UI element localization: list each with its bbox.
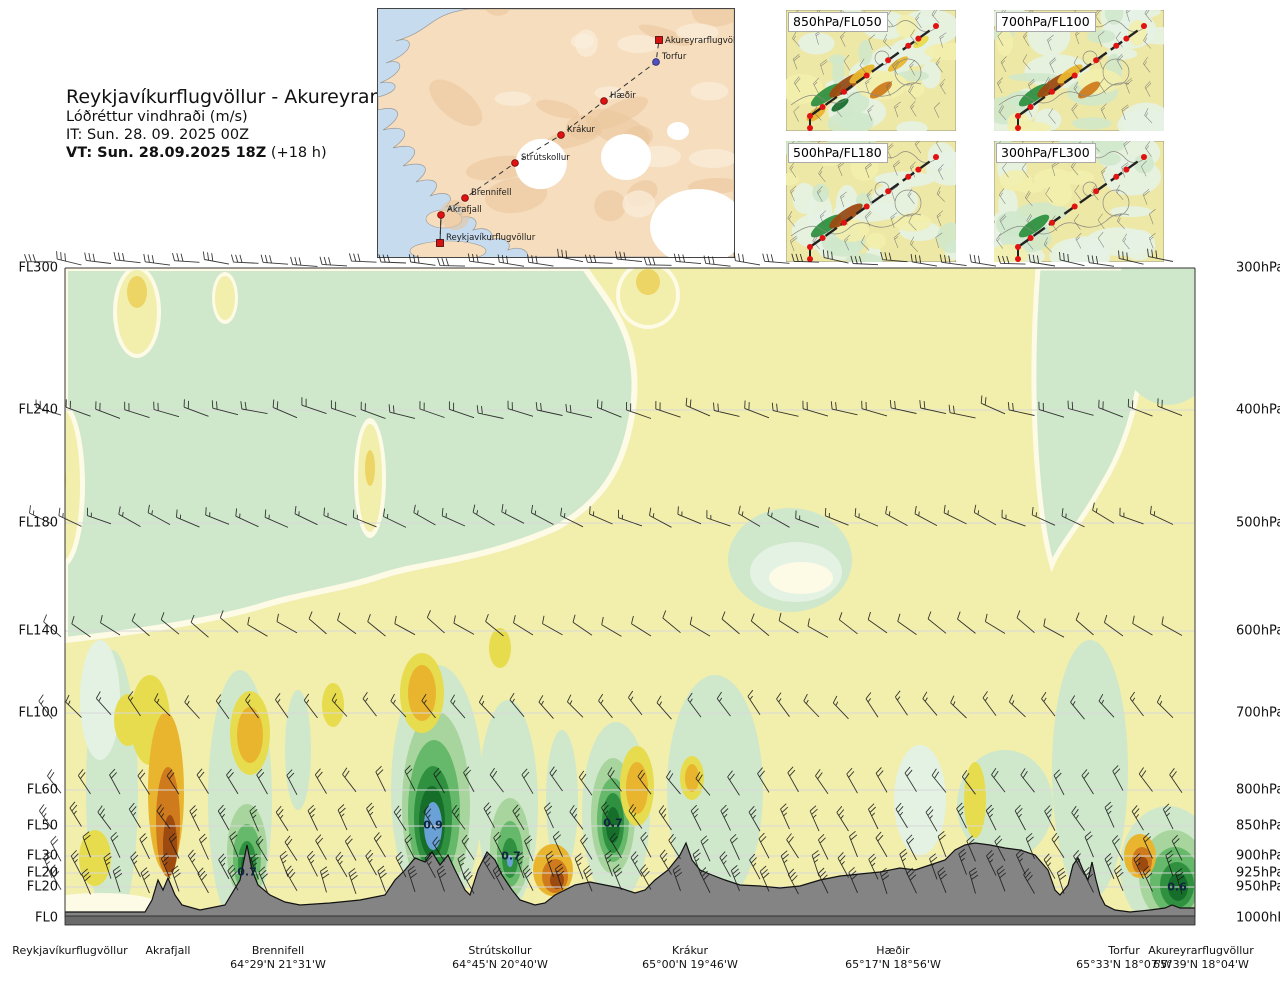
waypoint-label: Strútskollur	[521, 153, 570, 163]
waypoint-marker	[436, 239, 444, 247]
wind-speed-max-label: 0.6	[1167, 880, 1187, 894]
wind-speed-max-label: 0.7	[603, 816, 623, 830]
valid-time: VT: Sun. 28.09.2025 18Z (+18 h)	[66, 144, 467, 162]
waypoint-label: Brennifell	[471, 188, 511, 198]
station-coordinates: 65°33'N 18°07'W	[1076, 958, 1172, 971]
waypoint-label: Akrafjall	[447, 205, 482, 215]
waypoint-label: Krákur	[567, 125, 595, 135]
station-name: Strútskollur	[468, 944, 532, 957]
flight-level-label: FL20	[26, 879, 58, 895]
pressure-panel-700hpa: 700hPa/FL100	[994, 10, 1164, 131]
waypoint-marker	[511, 159, 519, 167]
waypoint-label: Akureyrarflugvöllur	[665, 36, 734, 46]
flight-level-label: FL20	[26, 865, 58, 881]
waypoint-label: Torfur	[661, 52, 687, 62]
station-coordinates: 64°45'N 20°40'W	[452, 958, 548, 971]
station-name: Hæðir	[876, 944, 910, 957]
subtitle: Lóðréttur vindhraði (m/s)	[66, 109, 248, 125]
waypoint-marker	[652, 58, 660, 66]
pressure-label: 950hPa	[1236, 879, 1280, 895]
pressure-label: 500hPa	[1236, 515, 1280, 531]
pressure-label: 300hPa	[1236, 260, 1280, 276]
station-name: Torfur	[1108, 944, 1140, 957]
pressure-label: 700hPa	[1236, 705, 1280, 721]
header: Reykjavíkurflugvöllur - Akureyrarflugvöl…	[66, 86, 467, 162]
waypoint-label: Hæðir	[610, 91, 636, 101]
flight-level-label: FL30	[26, 848, 58, 864]
pressure-label: 1000hPa	[1236, 910, 1280, 926]
waypoint-marker	[461, 194, 469, 202]
pressure-label: 850hPa	[1236, 818, 1280, 834]
panel-label-300: 300hPa/FL300	[996, 143, 1096, 163]
pressure-label: 400hPa	[1236, 402, 1280, 418]
pressure-label: 900hPa	[1236, 848, 1280, 864]
waypoint-marker	[557, 131, 565, 139]
waypoint-label: Reykjavíkurflugvöllur	[446, 233, 536, 243]
station-coordinates: 65°17'N 18°56'W	[845, 958, 941, 971]
station-coordinates: 64°29'N 21°31'W	[230, 958, 326, 971]
valid-time-bold: VT: Sun. 28.09.2025 18Z	[66, 145, 267, 161]
pressure-panel-500hpa: 500hPa/FL180	[786, 141, 956, 262]
station-name: Krákur	[671, 944, 709, 957]
panel-label-850: 850hPa/FL050	[788, 12, 888, 32]
panel-label-500: 500hPa/FL180	[788, 143, 888, 163]
flight-level-label: FL300	[18, 260, 58, 276]
pressure-label: 925hPa	[1236, 865, 1280, 881]
station-name: Akureyrarflugvöllur	[1148, 944, 1254, 957]
panel-label-700: 700hPa/FL100	[996, 12, 1096, 32]
valid-time-suffix: (+18 h)	[266, 145, 327, 161]
station-name: Reykjavíkurflugvöllur	[12, 944, 128, 957]
waypoint-marker	[437, 211, 445, 219]
pressure-panel-300hpa: 300hPa/FL300	[994, 141, 1164, 262]
pressure-label: 600hPa	[1236, 623, 1280, 639]
flight-level-label: FL0	[35, 910, 58, 926]
iceland-map: Reykjavíkurflugvöllur Akrafjall Brennifell…	[378, 9, 734, 257]
flight-level-label: FL50	[26, 818, 58, 834]
wind-speed-max-label: 0.9	[423, 818, 443, 832]
wind-speed-max-label: 0.7	[501, 849, 521, 863]
page-title: Reykjavíkurflugvöllur - Akureyrarflugvöl…	[66, 86, 467, 108]
flight-level-label: FL100	[18, 705, 58, 721]
flight-level-label: FL140	[18, 623, 58, 639]
route-map-inset: Reykjavíkurflugvöllur Akrafjall Brennifell…	[377, 8, 735, 258]
pressure-panel-850hpa: 850hPa/FL050	[786, 10, 956, 131]
station-coordinates: 65°00'N 19°46'W	[642, 958, 738, 971]
station-name: Akrafjall	[145, 944, 191, 957]
station-coordinates: 65°39'N 18°04'W	[1153, 958, 1249, 971]
flight-level-label: FL240	[18, 402, 58, 418]
wind-speed-max-label: 0.7	[237, 865, 257, 879]
waypoint-marker	[600, 97, 608, 105]
flight-level-label: FL180	[18, 515, 58, 531]
station-name: Brennifell	[251, 944, 305, 957]
pressure-label: 800hPa	[1236, 782, 1280, 798]
flight-level-label: FL60	[26, 782, 58, 798]
waypoint-marker	[655, 36, 663, 44]
init-time: IT: Sun. 28. 09. 2025 00Z	[66, 127, 250, 143]
